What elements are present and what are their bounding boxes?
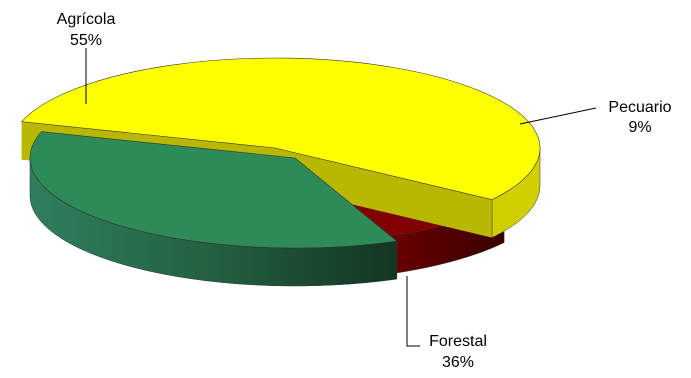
slice-top-forestal <box>29 131 398 249</box>
slice-top-agricola <box>20 57 541 200</box>
pie-slice-forestal <box>29 131 398 287</box>
slice-value-forestal: 36% <box>442 354 474 371</box>
leader-line-pecuario <box>519 107 597 125</box>
slice-value-agricola: 55% <box>70 32 102 49</box>
leader-line-forestal <box>406 276 420 347</box>
slice-edge-end-agricola <box>275 148 493 238</box>
slice-label-forestal: Forestal <box>429 333 487 350</box>
pie-slices <box>20 57 541 287</box>
pie-labels: Agrícola 55% Pecuario 9% Forestal 36% <box>57 11 672 371</box>
slice-value-pecuario: 9% <box>628 119 651 136</box>
slice-label-pecuario: Pecuario <box>608 99 671 116</box>
slice-label-agricola: Agrícola <box>57 11 116 28</box>
